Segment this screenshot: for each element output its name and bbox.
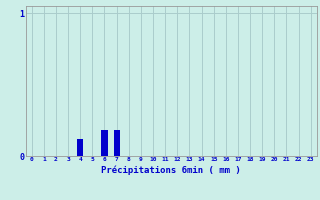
Bar <box>77 139 83 156</box>
Bar <box>101 130 108 156</box>
Bar <box>114 130 120 156</box>
X-axis label: Précipitations 6min ( mm ): Précipitations 6min ( mm ) <box>101 165 241 175</box>
